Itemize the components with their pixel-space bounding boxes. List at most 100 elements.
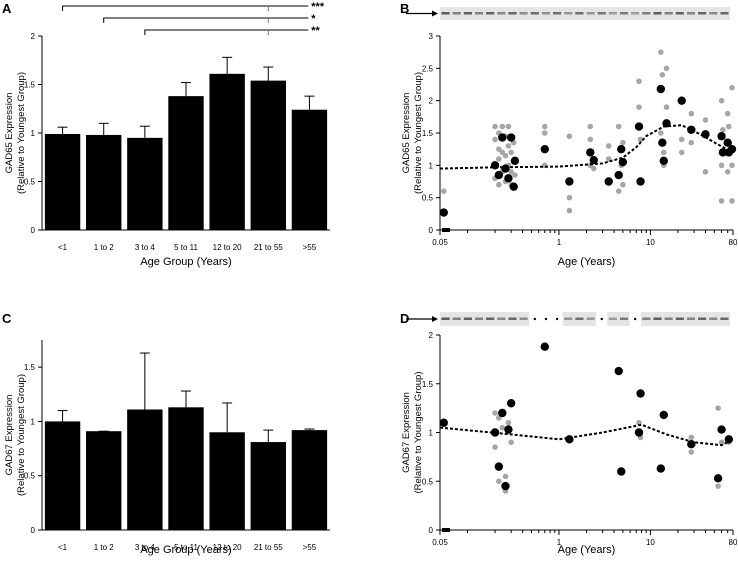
panel-A-bar <box>168 96 204 230</box>
panel-B-mean-point <box>494 170 504 180</box>
panel-D-x-axis-label: Age (Years) <box>558 544 616 556</box>
panel-C-y-tick-label: 0.5 <box>24 472 36 481</box>
panel-B-replicate-point <box>702 169 709 175</box>
panel-D-mean-point <box>687 440 696 449</box>
panel-D-blot-band <box>619 317 629 320</box>
panel-B-mean-point <box>656 84 666 94</box>
panel-B-replicate-point <box>440 188 447 194</box>
panel-A-x-tick-label: >55 <box>303 243 317 252</box>
panel-D-replicate-point <box>718 439 725 446</box>
panel-B-mean-point <box>498 133 507 142</box>
panel-B-y-tick-label: 0.5 <box>422 194 434 203</box>
panel-B-replicate-point <box>587 136 594 143</box>
panel-B-mean-point <box>604 177 613 186</box>
panel-B-replicate-point <box>724 110 731 117</box>
panel-D-mean-point <box>713 474 723 483</box>
panel-A-bar <box>291 109 328 230</box>
panel-D-blot-band <box>608 317 617 320</box>
panel-B-mean-point <box>662 119 671 128</box>
panel-A-y-axis-label: (Relative to Youngest Group) <box>16 72 27 194</box>
panel-D-mean-point <box>617 467 626 476</box>
panel-C-x-tick-label: 3 to 4 <box>135 543 156 552</box>
panel-B-replicate-point <box>620 139 626 146</box>
panel-D-blot-strip <box>440 312 730 326</box>
panel-D-replicate-point <box>715 405 721 411</box>
panel-B-replicate-point <box>729 84 735 91</box>
panel-B-replicate-point <box>566 207 573 214</box>
panel-B-replicate-point <box>512 172 518 178</box>
panel-A-x-tick-label: 5 to 11 <box>174 243 198 252</box>
panel-B-replicate-point <box>658 130 664 136</box>
panel-B-replicate-point <box>542 130 548 136</box>
panel-B-blot-band <box>541 12 551 15</box>
panel-A-bar <box>44 133 81 230</box>
panel-B-blot-strip <box>440 7 730 20</box>
panel-A-y-tick-label: 2 <box>31 32 36 41</box>
panel-B-x-tick-label: 10 <box>646 238 655 247</box>
panel-B-blot-band <box>452 12 461 15</box>
panel-D-blot-band <box>452 317 461 320</box>
panel-B-mean-point <box>506 133 516 142</box>
panel-D-letter: D <box>400 311 409 326</box>
panel-D-y-tick-label: 1 <box>429 429 434 438</box>
panel-B-y-axis-label: GAD65 Expression <box>401 93 412 174</box>
panel-C-x-tick-label: 12 to 20 <box>213 543 242 552</box>
panel-B-blot-band <box>519 12 528 15</box>
panel-B-replicate-point <box>615 123 622 130</box>
panel-B-blot-band <box>553 12 562 15</box>
panel-D-replicate-point <box>715 483 721 489</box>
panel-A-bar <box>250 80 286 231</box>
panel-B-replicate-point <box>729 198 735 204</box>
panel-D-blot-band <box>686 317 696 320</box>
panel-D-mean-point <box>724 435 734 444</box>
panel-D-mean-point <box>659 410 668 420</box>
panel-B-blot-band <box>664 12 673 15</box>
panel-D-y-tick-label: 0.5 <box>422 477 434 486</box>
panel-B-replicate-point <box>587 123 594 130</box>
panel-C-bar <box>86 431 122 530</box>
panel-D-x-tick-label: 1 <box>557 538 562 547</box>
panel-C-y-tick-label: 0 <box>31 526 36 535</box>
panel-B-blot-arrow-head <box>432 10 438 17</box>
panel-B-letter: B <box>400 1 409 16</box>
panel-B-blot-band <box>441 12 450 15</box>
panel-B-blot-band <box>530 12 539 15</box>
panel-A-x-tick-label: 12 to 20 <box>213 243 242 252</box>
panel-D-x-tick-label: 80 <box>729 538 738 547</box>
panel-B-replicate-point <box>605 143 612 149</box>
panel-B-replicate-point <box>659 72 666 78</box>
panel-B-y-tick-label: 0 <box>429 226 434 235</box>
panel-D-mean-point <box>636 389 645 398</box>
panel-B-blot-band <box>698 12 707 15</box>
panel-B-blot-band <box>686 12 696 15</box>
panel-D-mean-point <box>717 425 726 434</box>
panel-D-replicate-point <box>502 473 509 480</box>
panel-D-replicate-point <box>505 419 512 426</box>
panel-B-blot-band <box>619 12 629 15</box>
panel-B-y-tick-label: 3 <box>429 32 434 41</box>
panel-B-mean-point <box>727 144 737 154</box>
panel-B-mean-point <box>718 148 728 157</box>
panel-D-mean-point <box>494 462 504 471</box>
panel-B-blot-band <box>720 12 729 15</box>
panel-C-x-tick-label: 1 to 2 <box>94 543 115 552</box>
panel-B-replicate-point <box>688 110 695 117</box>
panel-D-y-tick-label: 1.5 <box>422 380 434 389</box>
panel-D-blot-band <box>463 317 472 320</box>
panel-D-blot-gap-dot <box>544 317 548 321</box>
panel-B-y-tick-label: 2.5 <box>422 64 434 73</box>
panel-A-bar <box>86 134 122 230</box>
panel-B-replicate-point <box>496 181 502 188</box>
panel-B-replicate-point <box>505 123 512 130</box>
panel-B-blot-band <box>709 12 718 15</box>
panel-B-replicate-point <box>720 126 726 133</box>
panel-C-letter: C <box>2 311 12 326</box>
panel-C-bar <box>209 432 245 530</box>
panel-D-trend-line <box>439 423 734 447</box>
panel-D-replicate-point <box>688 449 695 455</box>
panel-D-blot-band <box>474 317 484 320</box>
panel-B-blot-band <box>586 12 595 15</box>
panel-B-x-tick-label: 0.05 <box>432 238 448 247</box>
panel-B-replicate-point <box>620 181 626 188</box>
panel-D-mean-point <box>506 399 516 408</box>
